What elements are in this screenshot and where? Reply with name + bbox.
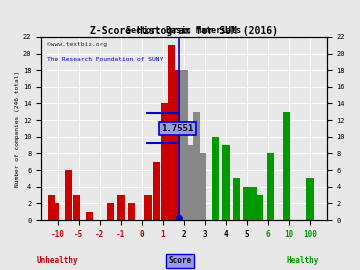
Bar <box>233 178 240 220</box>
Bar <box>174 70 181 220</box>
Bar <box>65 170 72 220</box>
Text: Sector: Basic Materials: Sector: Basic Materials <box>126 26 242 35</box>
Bar <box>107 203 114 220</box>
Bar <box>222 145 230 220</box>
Text: Unhealthy: Unhealthy <box>37 256 78 265</box>
Bar <box>283 112 290 220</box>
Text: ©www.textbiz.org: ©www.textbiz.org <box>47 42 107 47</box>
Bar <box>128 203 135 220</box>
Bar <box>144 195 152 220</box>
Bar <box>256 195 263 220</box>
Bar <box>52 203 59 220</box>
Title: Z-Score Histogram for SUM (2016): Z-Score Histogram for SUM (2016) <box>90 26 278 36</box>
Bar <box>199 153 207 220</box>
Bar <box>180 70 188 220</box>
Bar <box>161 103 168 220</box>
Bar <box>249 187 257 220</box>
Y-axis label: Number of companies (246 total): Number of companies (246 total) <box>15 70 20 187</box>
Bar <box>117 195 125 220</box>
Text: Score: Score <box>168 256 192 265</box>
Bar <box>193 112 200 220</box>
Bar <box>243 187 251 220</box>
Bar <box>212 137 219 220</box>
Bar <box>186 145 194 220</box>
Bar <box>86 212 93 220</box>
Bar <box>306 178 314 220</box>
Text: Healthy: Healthy <box>286 256 319 265</box>
Bar <box>153 162 160 220</box>
Text: The Research Foundation of SUNY: The Research Foundation of SUNY <box>47 57 163 62</box>
Bar <box>48 195 55 220</box>
Bar <box>267 153 274 220</box>
Bar <box>168 45 175 220</box>
Bar <box>73 195 80 220</box>
Text: 1.7551: 1.7551 <box>162 124 194 133</box>
